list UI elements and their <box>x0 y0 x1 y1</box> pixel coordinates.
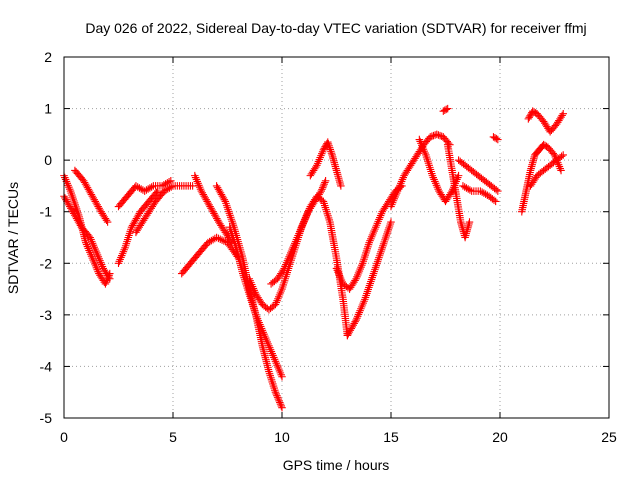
series-arc-14 <box>332 182 406 293</box>
data-point <box>152 188 161 197</box>
data-point <box>106 275 114 283</box>
series-arc-6 <box>132 182 197 237</box>
y-tick-label: 2 <box>44 49 52 65</box>
x-axis-label: GPS time / hours <box>283 457 390 473</box>
series-arc-19 <box>443 140 474 242</box>
data-point <box>491 197 500 206</box>
series-arc-18 <box>439 104 452 115</box>
y-tick-labels: 2 1 0 -1 -2 -3 -4 -5 <box>40 49 53 426</box>
data-point <box>557 166 565 175</box>
series-arc-23 <box>518 140 565 216</box>
series-arc-13 <box>306 138 345 190</box>
series-arc-2 <box>60 192 114 283</box>
data-point <box>188 182 197 190</box>
data-point <box>436 131 444 140</box>
data-point <box>559 151 567 159</box>
series-arc-20 <box>454 156 502 195</box>
series-arc-9 <box>212 182 286 412</box>
y-tick-label: -1 <box>40 204 53 220</box>
axis-ticks <box>63 56 610 419</box>
data-point <box>465 218 474 226</box>
data-point <box>494 187 502 195</box>
series-arc-17 <box>415 135 463 206</box>
x-tick-label: 10 <box>274 429 290 445</box>
series-arc-7 <box>177 233 243 278</box>
y-axis-label: SDTVAR / TECUs <box>5 182 21 294</box>
data-point <box>278 372 286 381</box>
x-tick-label: 15 <box>383 429 399 445</box>
data-point <box>278 403 286 412</box>
data-point <box>429 131 438 140</box>
grid-lines <box>64 57 609 418</box>
x-tick-label: 0 <box>60 429 68 445</box>
series-arc-15 <box>343 218 395 340</box>
y-tick-label: -5 <box>40 410 53 426</box>
series-arc-10 <box>225 223 286 381</box>
y-tick-label: -4 <box>40 358 53 374</box>
series-arc-12 <box>267 192 352 340</box>
data-point <box>321 177 330 185</box>
x-tick-label: 5 <box>169 429 177 445</box>
series-arc-5 <box>114 177 175 211</box>
series-arc-24 <box>524 107 567 136</box>
data-point <box>387 218 395 226</box>
x-tick-labels: 0 5 10 15 20 25 <box>60 429 617 445</box>
chart-title: Day 026 of 2022, Sidereal Day-to-day VTE… <box>85 20 586 36</box>
series-arc-25 <box>526 151 567 190</box>
data-point <box>443 104 452 113</box>
data-point <box>492 134 501 143</box>
data-point <box>167 177 175 185</box>
y-tick-label: 1 <box>44 101 52 117</box>
y-tick-label: -2 <box>40 255 53 271</box>
series-arc-22 <box>489 133 502 144</box>
y-tick-label: 0 <box>44 152 52 168</box>
plot-frame <box>63 56 610 419</box>
data-point <box>454 171 463 180</box>
x-tick-label: 20 <box>492 429 508 445</box>
series-arc-1 <box>60 171 114 288</box>
y-tick-label: -3 <box>40 307 53 323</box>
data-point <box>103 218 112 226</box>
series-arc-21 <box>459 182 500 206</box>
series-arc-4 <box>114 187 162 268</box>
x-tick-label: 25 <box>601 429 617 445</box>
data-points <box>60 104 567 412</box>
data-point <box>494 135 502 144</box>
series-arc-3 <box>71 166 112 226</box>
data-point <box>337 182 345 190</box>
data-point <box>559 109 567 118</box>
data-point <box>442 105 450 114</box>
